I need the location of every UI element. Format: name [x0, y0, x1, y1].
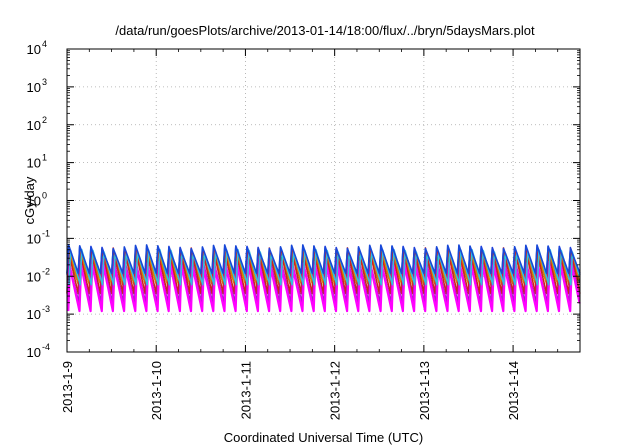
series-line	[67, 263, 581, 313]
y-tick-exponent: 4	[42, 39, 47, 49]
y-tick-label: 10	[27, 307, 41, 322]
x-axis: 2013-1-9 2013-1-10 2013-1-11 2013-1-12 2013-…	[60, 49, 559, 420]
y-tick-label: 10	[27, 42, 41, 57]
y-tick-exponent: -2	[42, 266, 50, 276]
x-axis-label: Coordinated Universal Time (UTC)	[224, 430, 423, 445]
y-tick-exponent: -1	[42, 228, 50, 238]
series-group	[66, 244, 581, 313]
y-tick-exponent: 2	[42, 115, 47, 125]
y-axis-label: cGy/day	[22, 176, 37, 224]
chart-title: /data/run/goesPlots/archive/2013-01-14/1…	[115, 23, 535, 38]
series-line	[66, 244, 581, 275]
y-tick-label: 10	[27, 269, 41, 284]
y-tick-label: 10	[27, 345, 41, 360]
y-tick-label: 10	[27, 194, 41, 209]
y-tick-exponent: 3	[42, 77, 47, 87]
y-tick-label: 10	[27, 80, 41, 95]
x-tick-label: 2013-1-13	[417, 361, 432, 420]
y-tick-label: 10	[27, 118, 41, 133]
y-tick-exponent: 0	[42, 191, 47, 201]
y-tick-exponent: -3	[42, 304, 50, 314]
y-tick-exponent: 1	[42, 153, 47, 163]
series-line	[68, 248, 580, 286]
y-tick-exponent: -4	[42, 342, 50, 352]
x-tick-label: 2013-1-11	[238, 361, 253, 419]
x-tick-label: 2013-1-9	[60, 361, 75, 413]
x-tick-label: 2013-1-12	[328, 361, 343, 420]
x-tick-label: 2013-1-10	[149, 361, 164, 420]
y-tick-label: 10	[27, 231, 41, 246]
y-tick-label: 10	[27, 156, 41, 171]
x-tick-label: 2013-1-14	[506, 361, 521, 420]
